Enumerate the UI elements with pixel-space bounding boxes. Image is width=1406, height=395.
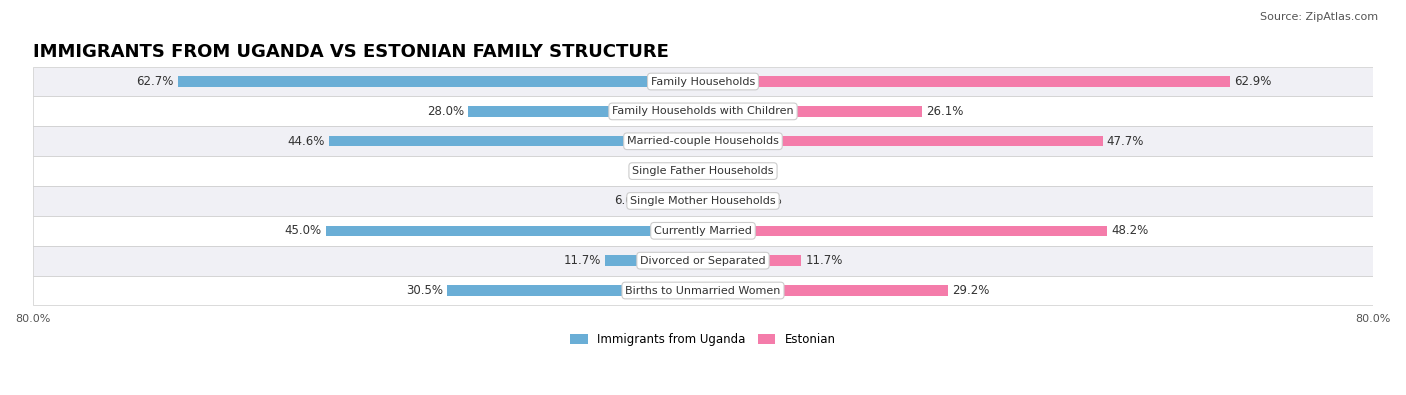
- Bar: [32, 156, 1374, 186]
- Bar: [326, 226, 703, 236]
- Bar: [329, 136, 703, 147]
- Text: 6.6%: 6.6%: [613, 194, 644, 207]
- Bar: [32, 246, 1374, 276]
- Text: 45.0%: 45.0%: [284, 224, 322, 237]
- Text: Currently Married: Currently Married: [654, 226, 752, 236]
- Text: 44.6%: 44.6%: [288, 135, 325, 148]
- Bar: [32, 216, 1374, 246]
- Bar: [703, 226, 1107, 236]
- Bar: [703, 76, 1230, 87]
- Text: Single Father Households: Single Father Households: [633, 166, 773, 176]
- Text: Family Households with Children: Family Households with Children: [612, 106, 794, 117]
- Text: 26.1%: 26.1%: [927, 105, 963, 118]
- Legend: Immigrants from Uganda, Estonian: Immigrants from Uganda, Estonian: [565, 328, 841, 351]
- Bar: [32, 276, 1374, 305]
- Bar: [177, 76, 703, 87]
- Bar: [468, 106, 703, 117]
- Bar: [703, 256, 801, 266]
- Bar: [32, 186, 1374, 216]
- Text: Single Mother Households: Single Mother Households: [630, 196, 776, 206]
- Text: Divorced or Separated: Divorced or Separated: [640, 256, 766, 266]
- Bar: [447, 285, 703, 296]
- Text: IMMIGRANTS FROM UGANDA VS ESTONIAN FAMILY STRUCTURE: IMMIGRANTS FROM UGANDA VS ESTONIAN FAMIL…: [32, 43, 669, 61]
- Text: 62.7%: 62.7%: [136, 75, 173, 88]
- Bar: [648, 196, 703, 206]
- Text: 2.1%: 2.1%: [724, 165, 755, 178]
- Text: 48.2%: 48.2%: [1111, 224, 1149, 237]
- Bar: [683, 166, 703, 176]
- Text: 2.4%: 2.4%: [648, 165, 679, 178]
- Text: 11.7%: 11.7%: [564, 254, 600, 267]
- Bar: [703, 106, 922, 117]
- Bar: [703, 285, 948, 296]
- Bar: [32, 67, 1374, 96]
- Text: 5.4%: 5.4%: [752, 194, 782, 207]
- Text: 62.9%: 62.9%: [1234, 75, 1271, 88]
- Text: Source: ZipAtlas.com: Source: ZipAtlas.com: [1260, 12, 1378, 22]
- Text: 29.2%: 29.2%: [952, 284, 990, 297]
- Text: Family Households: Family Households: [651, 77, 755, 87]
- Bar: [32, 126, 1374, 156]
- Text: Married-couple Households: Married-couple Households: [627, 136, 779, 146]
- Text: 28.0%: 28.0%: [427, 105, 464, 118]
- Bar: [605, 256, 703, 266]
- Bar: [703, 166, 721, 176]
- Bar: [703, 196, 748, 206]
- Text: 47.7%: 47.7%: [1107, 135, 1144, 148]
- Bar: [703, 136, 1102, 147]
- Text: 30.5%: 30.5%: [406, 284, 443, 297]
- Bar: [32, 96, 1374, 126]
- Text: 11.7%: 11.7%: [806, 254, 842, 267]
- Text: Births to Unmarried Women: Births to Unmarried Women: [626, 286, 780, 295]
